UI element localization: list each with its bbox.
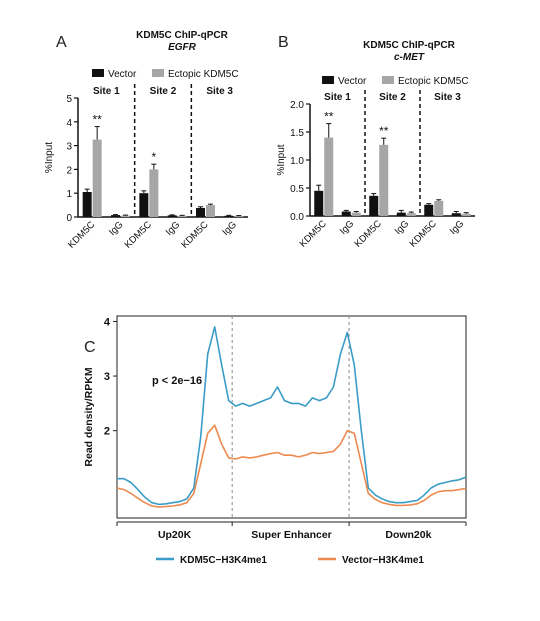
site-label: Site 1 [324,92,351,103]
site-label: Site 3 [206,86,233,97]
panel-label-A: A [56,34,67,51]
y-tick-label: 2.0 [290,100,304,111]
y-tick-label: 1.0 [290,156,304,167]
y-tick-label: 2 [66,165,72,176]
significance-mark: ** [379,124,389,138]
series-line-vector [116,424,467,508]
y-tick-label: 0 [66,213,72,224]
legend-label-vector: Vector [108,69,137,80]
y-axis-label: %Input [276,144,287,175]
site-label: Site 3 [434,92,461,103]
chart-subtitle: EGFR [168,42,197,53]
bar-ectopic [324,137,334,216]
y-tick-label: 2 [104,426,110,438]
legend-label-vector: Vector−H3K4me1 [342,555,424,566]
y-tick-label: 4 [104,316,111,328]
bar-ectopic [461,213,471,216]
bar-vector [196,207,205,217]
category-label: IgG [393,218,412,237]
bar-vector [369,195,379,216]
site-label: Site 1 [93,86,120,97]
bar-ectopic [121,215,130,217]
category-label: IgG [107,219,126,238]
y-tick-label: 1 [66,189,72,200]
bar-vector [82,192,92,217]
x-region-label: Up20K [158,529,192,541]
significance-mark: ** [324,110,334,124]
site-label: Site 2 [379,92,406,103]
bar-ectopic [149,169,159,217]
panel-label-C: C [84,339,96,356]
y-axis-label: %Input [44,142,55,173]
chart-title: KDM5C ChIP-qPCR [363,40,455,51]
plot-frame [116,315,467,519]
legend-label-ectopic: Ectopic KDM5C [398,76,469,87]
bar-ectopic [92,139,102,217]
panel-label-B: B [278,34,289,51]
category-label: IgG [338,218,357,237]
bar-vector [314,190,324,216]
bar-vector [341,211,351,216]
bar-ectopic [177,215,187,217]
bar-ectopic [234,216,244,217]
y-tick-label: 5 [66,94,72,105]
bar-ectopic [379,144,389,216]
y-tick-label: 3 [66,142,72,153]
site-label: Site 2 [150,86,177,97]
legend-label-ectopic: Ectopic KDM5C [168,69,239,80]
legend-label-kdm5c: KDM5C−H3K4me1 [180,555,267,566]
y-tick-label: 0.5 [290,184,304,195]
y-axis-label: Read density/RPKM [83,367,95,466]
y-tick-label: 1.5 [290,128,304,139]
chart-subtitle: c-MET [394,52,425,63]
significance-mark: ** [92,113,102,127]
bar-ectopic [434,200,444,216]
y-tick-label: 4 [66,118,72,129]
category-label: KDM5C [123,219,154,250]
category-label: KDM5C [353,218,384,249]
bar-vector [396,212,406,216]
bar-vector [139,193,149,217]
bar-vector [111,215,120,217]
y-tick-label: 0.0 [290,212,304,223]
legend-swatch-vector [92,69,104,77]
bar-vector [167,215,177,217]
category-label: IgG [164,219,183,238]
significance-mark: * [151,150,156,164]
bar-ectopic [206,205,215,217]
category-label: KDM5C [408,218,439,249]
legend-swatch-ectopic [382,76,394,84]
p-value-annotation: p < 2e−16 [152,375,202,387]
category-label: KDM5C [179,219,210,250]
bar-ectopic [351,212,361,216]
x-region-label: Down20k [385,529,431,541]
chart-title: KDM5C ChIP-qPCR [136,30,228,41]
category-label: IgG [448,218,467,237]
category-label: IgG [220,219,239,238]
legend-swatch-ectopic [152,69,164,77]
bar-vector [451,213,461,216]
bar-vector [424,204,434,216]
legend-label-vector: Vector [338,76,367,87]
series-line-kdm5c [117,326,467,506]
bar-vector [224,215,234,217]
x-region-label: Super Enhancer [251,529,332,541]
bar-ectopic [406,213,416,216]
legend-swatch-vector [322,76,334,84]
y-tick-label: 3 [104,371,110,383]
